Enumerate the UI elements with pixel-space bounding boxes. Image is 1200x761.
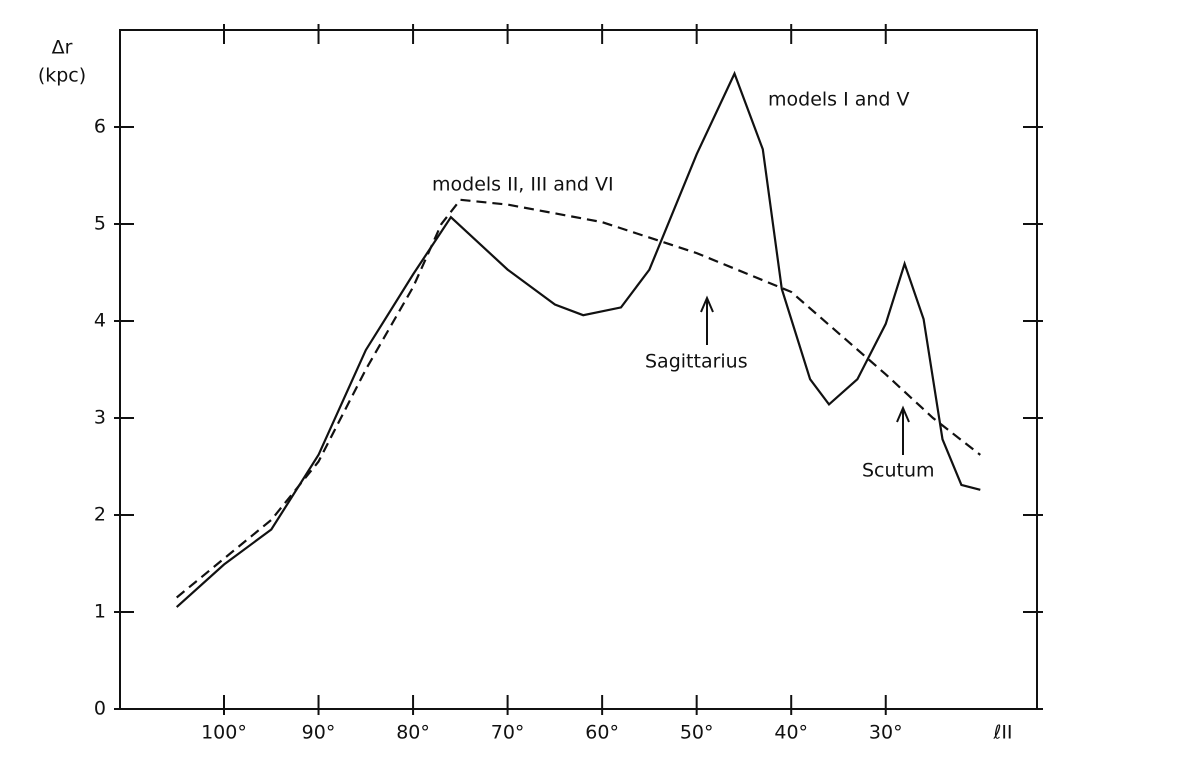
y-tick-label: 3 bbox=[94, 407, 106, 429]
annotation: Sagittarius bbox=[645, 351, 748, 373]
y-tick-label: 5 bbox=[94, 213, 106, 235]
x-tick-label: 50° bbox=[680, 722, 714, 744]
y-tick-label: 2 bbox=[94, 504, 106, 526]
line-series bbox=[176, 198, 981, 599]
arrow bbox=[896, 405, 910, 455]
line-series bbox=[175, 70, 981, 608]
plot-frame bbox=[119, 29, 1038, 710]
x-tick-label: 100° bbox=[201, 722, 247, 744]
y-tick-label: 0 bbox=[94, 698, 106, 720]
y-axis-label: Δr bbox=[52, 37, 73, 59]
y-axis-unit: (kpc) bbox=[38, 65, 86, 87]
x-tick-label: 80° bbox=[396, 722, 430, 744]
x-axis-label: ℓII bbox=[992, 722, 1012, 744]
x-tick-label: 70° bbox=[491, 722, 525, 744]
x-tick-label: 90° bbox=[302, 722, 336, 744]
x-tick-label: 30° bbox=[869, 722, 903, 744]
x-tick-label: 60° bbox=[585, 722, 619, 744]
series-label: models I and V bbox=[768, 89, 910, 111]
annotation: Scutum bbox=[862, 460, 935, 482]
y-tick-label: 4 bbox=[94, 310, 106, 332]
x-tick-label: 40° bbox=[774, 722, 808, 744]
series-label: models II, III and VI bbox=[432, 174, 614, 196]
arrow bbox=[700, 295, 714, 345]
y-tick-label: 1 bbox=[94, 601, 106, 623]
y-tick-label: 6 bbox=[94, 116, 106, 138]
